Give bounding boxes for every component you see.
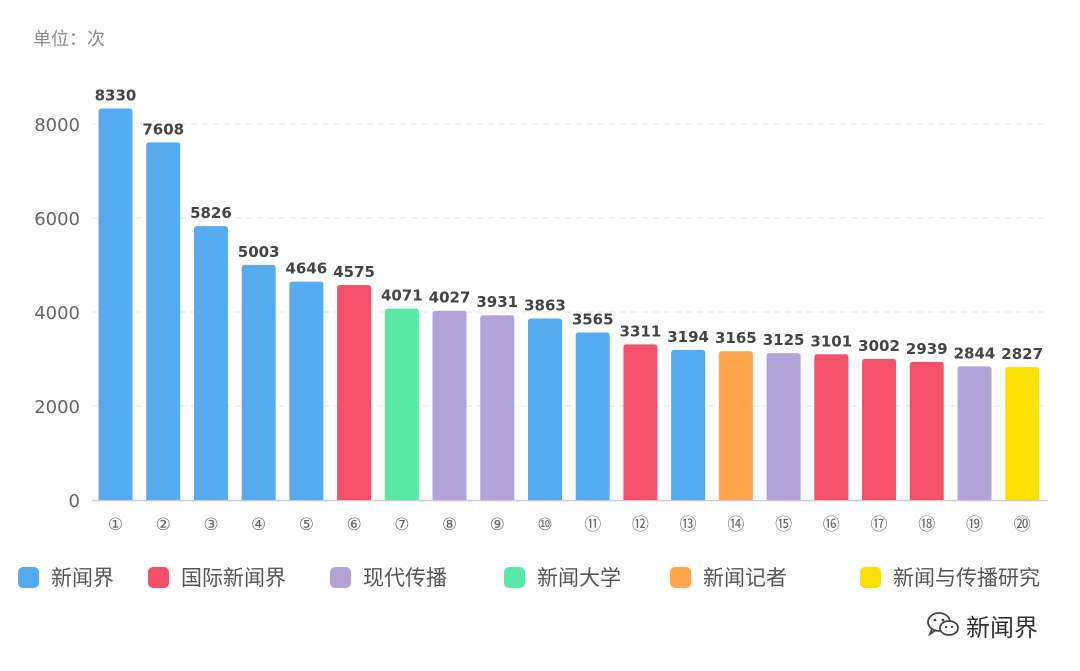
data-label: 2827 [1001,345,1043,363]
data-label: 3311 [620,322,662,340]
unit-label: 单位：次 [33,29,105,50]
data-label: 3002 [858,337,900,355]
x-tick-label: ⑮ [775,515,792,535]
bar [480,315,515,500]
legend-label: 新闻与传播研究 [893,566,1040,590]
bar [384,308,419,500]
bar [718,351,753,500]
data-label: 7608 [142,120,184,138]
data-labels: 8330 7608 5826 5003 4646 4575 4071 4027 3931 3863… [95,86,1043,363]
x-tick-label: ⑦ [394,515,409,535]
data-label: 8330 [95,86,137,104]
x-tick-label: ⑪ [584,515,601,535]
x-tick-label: ⑨ [490,515,505,535]
watermark-text: 新闻界 [966,613,1038,642]
legend-item: 新闻大学 [504,560,621,594]
x-tick-label: ③ [203,515,218,535]
data-label: 5826 [190,204,232,222]
bar [575,332,610,500]
legend-label: 新闻记者 [703,566,787,590]
x-tick-label: ⑰ [871,515,888,535]
data-label: 3863 [524,296,566,314]
legend-label: 新闻界 [51,566,114,590]
bar [671,349,706,500]
x-tick-label: ⑳ [1014,515,1031,535]
y-tick-label: 6000 [34,209,80,230]
bar [957,366,992,500]
legend: 新闻界 国际新闻界 现代传播 新闻大学 新闻记者 新闻与传播研究 [18,560,1068,594]
data-label: 4646 [286,260,328,278]
y-tick-label: 4000 [34,303,80,324]
bar [241,264,276,500]
data-label: 3931 [476,293,518,311]
bar [193,226,228,501]
legend-item: 新闻界 [18,560,114,594]
data-label: 4575 [333,263,375,281]
x-tick-label: ⑤ [299,515,314,535]
wechat-icon [927,612,959,637]
watermark: 新闻界 [926,605,1038,645]
bar [146,142,181,500]
bar-chart: 0 2000 4000 6000 8000 8330 7608 5826 5003 4646 45… [34,86,1048,535]
legend-swatch [860,566,881,588]
data-label: 3194 [667,328,709,346]
data-label: 2939 [906,340,948,358]
data-label: 5003 [238,243,280,261]
bar [814,354,849,500]
x-tick-label: ⑱ [918,515,935,535]
bar [337,284,372,500]
bar [862,358,897,500]
legend-swatch [330,566,351,588]
gridlines [92,123,1048,407]
data-label: 3565 [572,310,614,328]
legend-item: 现代传播 [330,560,447,594]
data-label: 3165 [715,329,757,347]
legend-label: 国际新闻界 [181,566,286,590]
bar [527,318,562,500]
bar [432,310,467,500]
x-tick-label: ⑫ [632,515,649,535]
legend-item: 新闻记者 [670,560,787,594]
bars [98,108,1040,501]
x-tick-label: ⑭ [727,515,744,535]
legend-item: 国际新闻界 [148,560,286,594]
x-tick-label: ⑥ [346,515,361,535]
legend-label: 现代传播 [363,566,447,590]
bar [766,353,801,500]
x-axis-ticks: ① ② ③ ④ ⑤ ⑥ ⑦ ⑧ ⑨ ⑩ ⑪ ⑫ ⑬ ⑭ ⑮ ⑯ ⑰ ⑱ ⑲ ⑳ [108,515,1031,535]
data-label: 2844 [954,344,996,362]
y-tick-label: 8000 [34,115,80,136]
data-label: 3125 [763,331,805,349]
data-label: 4027 [429,289,471,307]
x-tick-label: ② [156,515,171,535]
bar [98,108,133,501]
data-label: 4071 [381,287,423,305]
bar [909,361,944,500]
legend-swatch [148,566,169,588]
data-label: 3101 [810,332,852,350]
legend-swatch [670,566,691,588]
y-tick-label: 0 [69,491,80,512]
legend-item: 新闻与传播研究 [860,560,1040,594]
y-tick-label: 2000 [34,397,80,418]
x-tick-label: ⑲ [966,515,983,535]
y-axis-ticks: 0 2000 4000 6000 8000 [34,115,80,512]
legend-swatch [18,566,39,588]
x-tick-label: ④ [251,515,266,535]
x-tick-label: ⑯ [823,515,840,535]
x-tick-label: ⑬ [680,515,697,535]
bar [1005,367,1040,500]
bar [289,281,324,500]
legend-swatch [504,566,525,588]
x-tick-label: ⑩ [537,515,552,535]
legend-label: 新闻大学 [537,566,621,590]
x-tick-label: ⑧ [442,515,457,535]
bar [623,344,658,500]
x-tick-label: ① [108,515,123,535]
